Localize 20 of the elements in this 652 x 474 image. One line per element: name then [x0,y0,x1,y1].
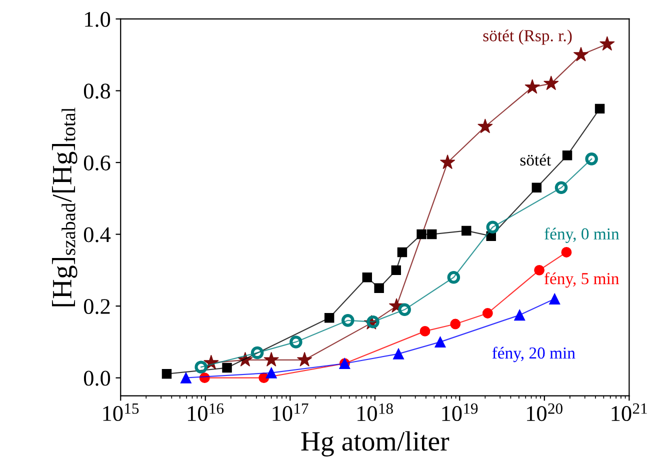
x-tick-label: 10$^{15}$ [103,403,139,422]
series-label: sötét [520,154,552,166]
x-tick-label: 10$^{17}$ [272,403,308,422]
x-tick-label: 10$^{20}$ [527,403,562,422]
x-tick-label: 10$^{19}$ [442,403,478,422]
x-axis-title: Hg atom/liter [301,431,450,456]
x-tick-label: 10$^{21}$ [612,403,647,422]
y-tick-label: 0.8 [84,84,110,99]
x-tick-label: 10$^{16}$ [188,403,224,422]
series-label: sötét (Rsp. r.) [483,30,572,45]
y-tick-label: 0.4 [84,227,111,242]
y-tick-label: 1.0 [85,12,110,27]
series-label: fény, 5 min [544,272,619,288]
series-label: fény, 0 min [544,228,620,243]
y-tick-label: 0.6 [84,155,110,171]
y-tick-label: 0.2 [84,299,110,314]
series-label: fény, 20 min [492,346,576,362]
x-tick-label: 10$^{18}$ [358,403,393,422]
y-tick-label: 0.0 [84,370,110,386]
y-axis-title: [Hg]$_{szabad}$/[Hg]$_{total}$ [52,108,78,306]
